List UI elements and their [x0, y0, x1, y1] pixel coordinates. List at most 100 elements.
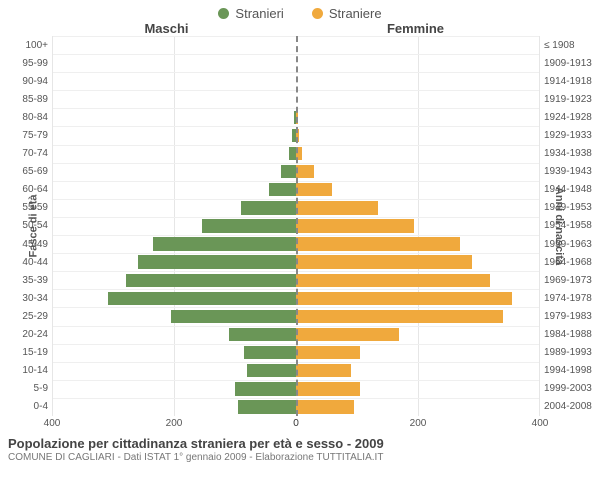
bar-row-female: [296, 90, 539, 108]
bar-row-male: [53, 271, 296, 289]
age-label: 100+: [0, 36, 52, 54]
bar-row-male: [53, 126, 296, 144]
bar-female: [296, 201, 378, 214]
bar-row-male: [53, 108, 296, 126]
x-tick: 400: [532, 418, 549, 429]
bar-row-female: [296, 235, 539, 253]
chart-title: Popolazione per cittadinanza straniera p…: [8, 436, 592, 451]
bar-row-female: [296, 199, 539, 217]
age-label: 25-29: [0, 307, 52, 325]
year-label: 1929-1933: [540, 126, 600, 144]
bar-row-female: [296, 380, 539, 398]
x-tick: 0: [293, 418, 299, 429]
footer: Popolazione per cittadinanza straniera p…: [0, 434, 600, 463]
bar-female: [296, 382, 360, 395]
bar-female: [296, 328, 399, 341]
bar-row-male: [53, 326, 296, 344]
age-label: 95-99: [0, 54, 52, 72]
header-male: Maschi: [0, 21, 291, 36]
age-label: 40-44: [0, 253, 52, 271]
bar-female: [296, 165, 314, 178]
age-label: 85-89: [0, 90, 52, 108]
bar-male: [108, 292, 296, 305]
bar-row-female: [296, 54, 539, 72]
bar-row-female: [296, 145, 539, 163]
bar-male: [269, 183, 296, 196]
bar-female: [296, 219, 414, 232]
male-half: [52, 36, 296, 416]
bar-male: [289, 147, 296, 160]
bar-row-male: [53, 145, 296, 163]
legend-item-female: Straniere: [312, 6, 382, 21]
year-label: 1959-1963: [540, 235, 600, 253]
age-label: 65-69: [0, 163, 52, 181]
bar-male: [244, 346, 296, 359]
bar-row-male: [53, 289, 296, 307]
age-label: 20-24: [0, 326, 52, 344]
female-half: [296, 36, 540, 416]
bar-row-male: [53, 72, 296, 90]
bar-female: [296, 346, 360, 359]
age-label: 60-64: [0, 181, 52, 199]
bar-row-male: [53, 235, 296, 253]
bar-row-male: [53, 307, 296, 325]
age-label: 35-39: [0, 271, 52, 289]
legend-swatch-female: [312, 8, 323, 19]
bar-male: [126, 274, 296, 287]
year-label: 2004-2008: [540, 398, 600, 416]
legend-label-female: Straniere: [329, 6, 382, 21]
x-axis: 0200400 0200400: [52, 418, 540, 434]
x-tick: 200: [410, 418, 427, 429]
year-label: 1994-1998: [540, 362, 600, 380]
year-label: 1944-1948: [540, 181, 600, 199]
bar-female: [296, 364, 351, 377]
year-label: 1964-1968: [540, 253, 600, 271]
bar-row-male: [53, 344, 296, 362]
bar-row-female: [296, 289, 539, 307]
x-tick: 200: [166, 418, 183, 429]
x-tick: 400: [44, 418, 61, 429]
chart-subtitle: COMUNE DI CAGLIARI - Dati ISTAT 1° genna…: [8, 451, 592, 463]
center-axis: [296, 36, 298, 416]
bar-female: [296, 310, 503, 323]
bar-male: [241, 201, 296, 214]
year-label: 1909-1913: [540, 54, 600, 72]
age-label: 80-84: [0, 108, 52, 126]
bar-male: [238, 400, 296, 413]
axis-label-left: Fasce di età: [27, 195, 39, 258]
age-label: 45-49: [0, 235, 52, 253]
bar-row-female: [296, 108, 539, 126]
bar-male: [153, 237, 296, 250]
plot-area: [52, 36, 540, 416]
bar-row-female: [296, 163, 539, 181]
year-label: 1949-1953: [540, 199, 600, 217]
year-label: 1969-1973: [540, 271, 600, 289]
legend: Stranieri Straniere: [0, 0, 600, 21]
bar-row-female: [296, 398, 539, 416]
bar-row-male: [53, 199, 296, 217]
bar-row-female: [296, 36, 539, 54]
year-label: 1914-1918: [540, 72, 600, 90]
year-label: 1979-1983: [540, 307, 600, 325]
bar-male: [235, 382, 296, 395]
column-headers: Maschi Femmine: [0, 21, 600, 36]
bar-row-male: [53, 217, 296, 235]
bar-row-male: [53, 90, 296, 108]
year-label: 1934-1938: [540, 145, 600, 163]
bar-female: [296, 255, 472, 268]
bar-row-male: [53, 253, 296, 271]
bar-row-male: [53, 398, 296, 416]
year-label: 1919-1923: [540, 90, 600, 108]
age-label: 50-54: [0, 217, 52, 235]
year-label: 1974-1978: [540, 289, 600, 307]
age-label: 5-9: [0, 380, 52, 398]
bar-row-female: [296, 362, 539, 380]
year-label: 1984-1988: [540, 326, 600, 344]
bar-row-male: [53, 380, 296, 398]
header-female: Femmine: [291, 21, 600, 36]
bar-male: [229, 328, 296, 341]
bar-row-male: [53, 36, 296, 54]
age-label: 10-14: [0, 362, 52, 380]
age-label: 0-4: [0, 398, 52, 416]
bar-male: [281, 165, 296, 178]
